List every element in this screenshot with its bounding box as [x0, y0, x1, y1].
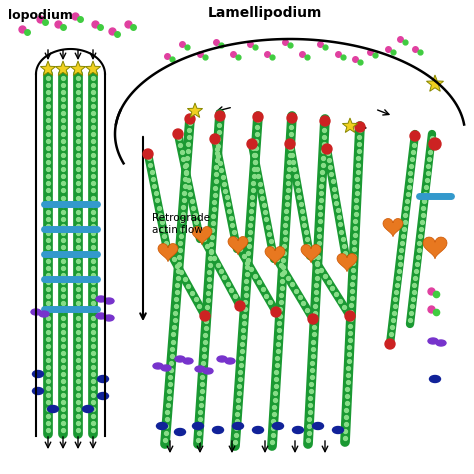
Ellipse shape [82, 405, 93, 412]
Ellipse shape [33, 371, 44, 377]
Polygon shape [337, 254, 357, 272]
Polygon shape [228, 237, 248, 255]
Polygon shape [187, 103, 202, 118]
Polygon shape [55, 61, 71, 75]
Circle shape [308, 314, 318, 324]
Ellipse shape [203, 368, 213, 374]
Circle shape [235, 301, 245, 311]
Circle shape [173, 129, 183, 139]
Ellipse shape [217, 356, 227, 362]
Ellipse shape [96, 313, 106, 319]
Polygon shape [342, 118, 357, 132]
Ellipse shape [104, 315, 114, 321]
Ellipse shape [33, 388, 44, 394]
Circle shape [287, 113, 297, 123]
Circle shape [320, 116, 330, 126]
Ellipse shape [273, 422, 283, 429]
Circle shape [247, 139, 257, 149]
Circle shape [285, 139, 295, 149]
Polygon shape [301, 245, 321, 263]
Ellipse shape [98, 375, 109, 383]
Circle shape [355, 122, 365, 132]
Text: lopodium: lopodium [8, 9, 73, 22]
Ellipse shape [183, 358, 193, 364]
Ellipse shape [174, 428, 185, 436]
Circle shape [271, 307, 281, 317]
Polygon shape [85, 61, 100, 75]
Ellipse shape [175, 356, 185, 362]
Ellipse shape [153, 363, 163, 369]
Ellipse shape [39, 311, 49, 317]
Circle shape [345, 311, 355, 321]
Ellipse shape [192, 422, 203, 429]
Polygon shape [427, 75, 444, 91]
Ellipse shape [195, 366, 205, 372]
Ellipse shape [96, 296, 106, 302]
Ellipse shape [233, 422, 244, 429]
Ellipse shape [253, 427, 264, 434]
Circle shape [215, 111, 225, 121]
Polygon shape [192, 227, 212, 245]
Text: Retrograde
actin flow: Retrograde actin flow [152, 213, 210, 235]
Ellipse shape [428, 338, 438, 344]
Ellipse shape [156, 422, 167, 429]
Polygon shape [40, 61, 55, 75]
Polygon shape [71, 61, 86, 75]
Ellipse shape [47, 405, 58, 412]
Circle shape [185, 114, 195, 124]
Circle shape [143, 149, 153, 159]
Ellipse shape [212, 427, 224, 434]
Polygon shape [265, 246, 285, 264]
Polygon shape [383, 219, 403, 237]
Circle shape [385, 339, 395, 349]
Ellipse shape [436, 340, 446, 346]
Circle shape [210, 134, 220, 144]
Ellipse shape [429, 375, 440, 383]
Ellipse shape [332, 427, 344, 434]
Circle shape [200, 311, 210, 321]
Ellipse shape [225, 358, 235, 364]
Text: Lamellipodium: Lamellipodium [208, 6, 322, 20]
Polygon shape [423, 237, 447, 259]
Circle shape [253, 112, 263, 122]
Circle shape [429, 138, 441, 150]
Circle shape [410, 131, 420, 141]
Ellipse shape [98, 392, 109, 400]
Ellipse shape [292, 427, 303, 434]
Polygon shape [158, 244, 178, 262]
Ellipse shape [31, 309, 41, 315]
Circle shape [322, 144, 332, 154]
Ellipse shape [161, 365, 171, 371]
Ellipse shape [312, 422, 323, 429]
Ellipse shape [104, 298, 114, 304]
